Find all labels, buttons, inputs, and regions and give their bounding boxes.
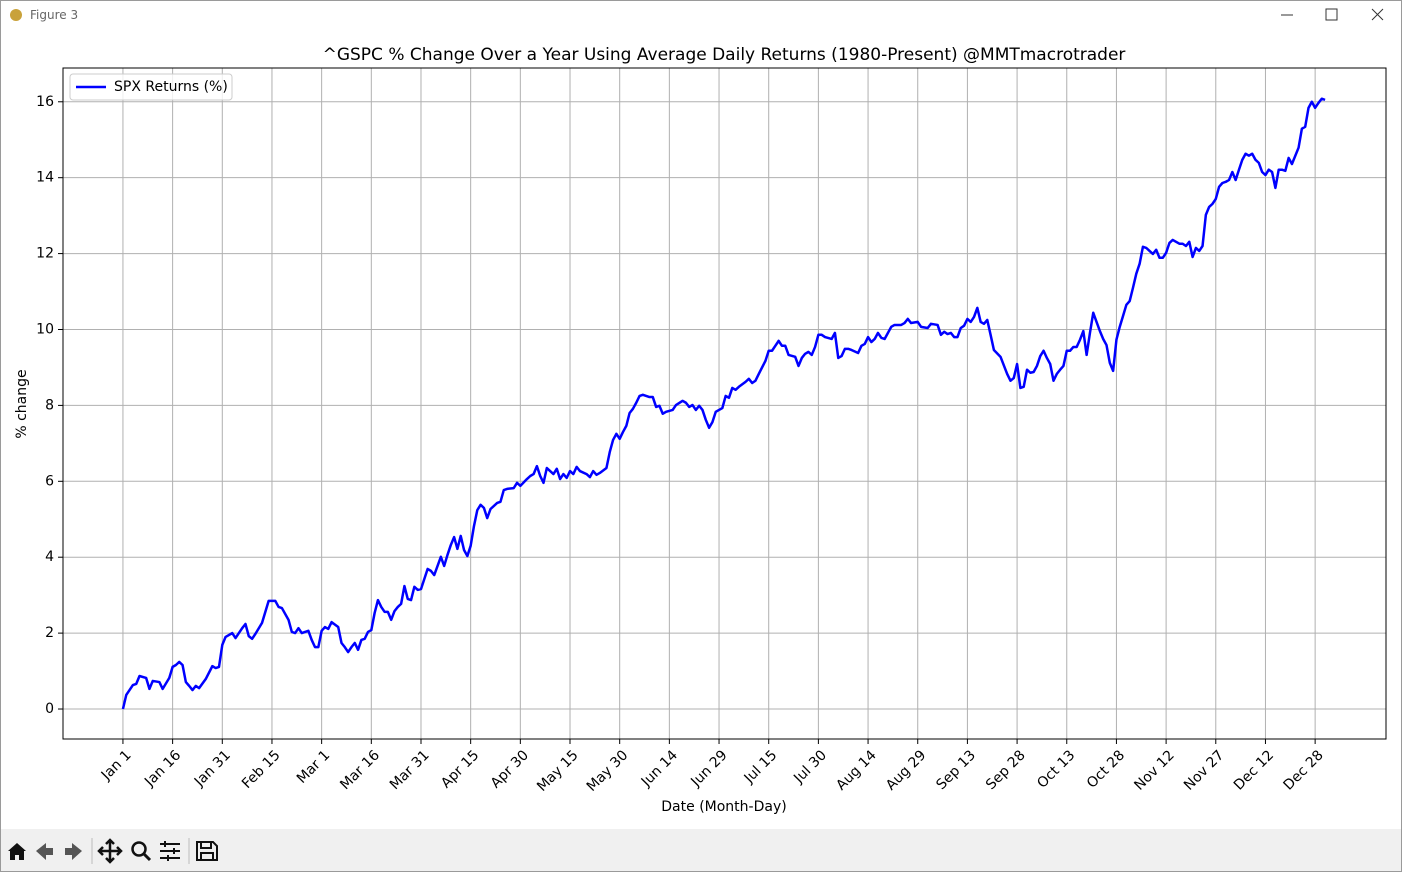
y-tick-label: 10 bbox=[36, 321, 54, 337]
chart-title: ^GSPC % Change Over a Year Using Average… bbox=[323, 45, 1126, 65]
back-button[interactable] bbox=[36, 843, 53, 860]
y-tick-label: 8 bbox=[45, 397, 54, 413]
app-icon bbox=[10, 9, 22, 21]
x-axis-label: Date (Month-Day) bbox=[661, 799, 786, 815]
save-button[interactable] bbox=[196, 841, 218, 861]
window-title: Figure 3 bbox=[30, 8, 78, 22]
zoom-lens bbox=[131, 841, 147, 857]
legend-box bbox=[69, 73, 233, 101]
y-axis-label: % change bbox=[14, 369, 30, 438]
legend-label: SPX Returns (%) bbox=[114, 79, 228, 95]
toolbar bbox=[1, 829, 1401, 871]
zoom-button[interactable] bbox=[131, 841, 152, 862]
forward-button[interactable] bbox=[65, 843, 82, 860]
y-tick-label: 4 bbox=[45, 549, 54, 565]
close-button[interactable] bbox=[1371, 8, 1384, 21]
title-bar: Figure 3 bbox=[1, 1, 1401, 31]
configure-button[interactable] bbox=[160, 841, 180, 861]
title-bar-bg bbox=[1, 1, 1401, 31]
toolbar-bg bbox=[1, 829, 1401, 871]
y-tick-label: 2 bbox=[45, 625, 54, 641]
pan-button[interactable] bbox=[97, 838, 123, 864]
y-tick-label: 16 bbox=[36, 94, 54, 110]
y-tick-label: 0 bbox=[45, 701, 54, 717]
home-button[interactable] bbox=[8, 843, 26, 860]
plot-frame bbox=[62, 67, 1387, 740]
y-tick-label: 6 bbox=[45, 473, 54, 489]
zoom-handle bbox=[142, 852, 152, 862]
data-line bbox=[121, 97, 1326, 710]
y-tick-label: 14 bbox=[36, 170, 54, 186]
maximize-button[interactable] bbox=[1325, 8, 1338, 21]
y-tick-label: 12 bbox=[36, 246, 54, 262]
